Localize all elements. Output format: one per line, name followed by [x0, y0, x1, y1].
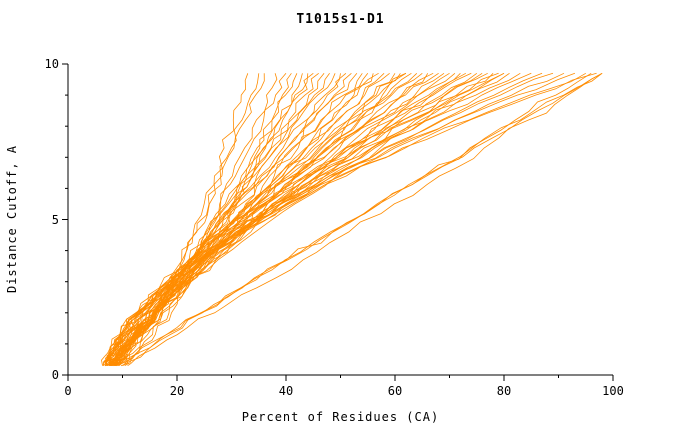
y-tick-label: 5 [51, 212, 59, 227]
x-axis-label: Percent of Residues (CA) [241, 410, 440, 424]
x-tick-label: 100 [602, 384, 624, 398]
x-tick-label: 20 [169, 384, 185, 398]
x-tick-label: 80 [496, 384, 512, 398]
x-tick-label: 60 [387, 384, 403, 398]
y-tick-label: 0 [51, 368, 59, 382]
y-tick-label: 10 [44, 57, 59, 71]
x-tick-label: 40 [278, 384, 294, 398]
x-tick-label: 0 [64, 384, 72, 398]
chart-title: T1015s1-D1 [296, 12, 385, 27]
